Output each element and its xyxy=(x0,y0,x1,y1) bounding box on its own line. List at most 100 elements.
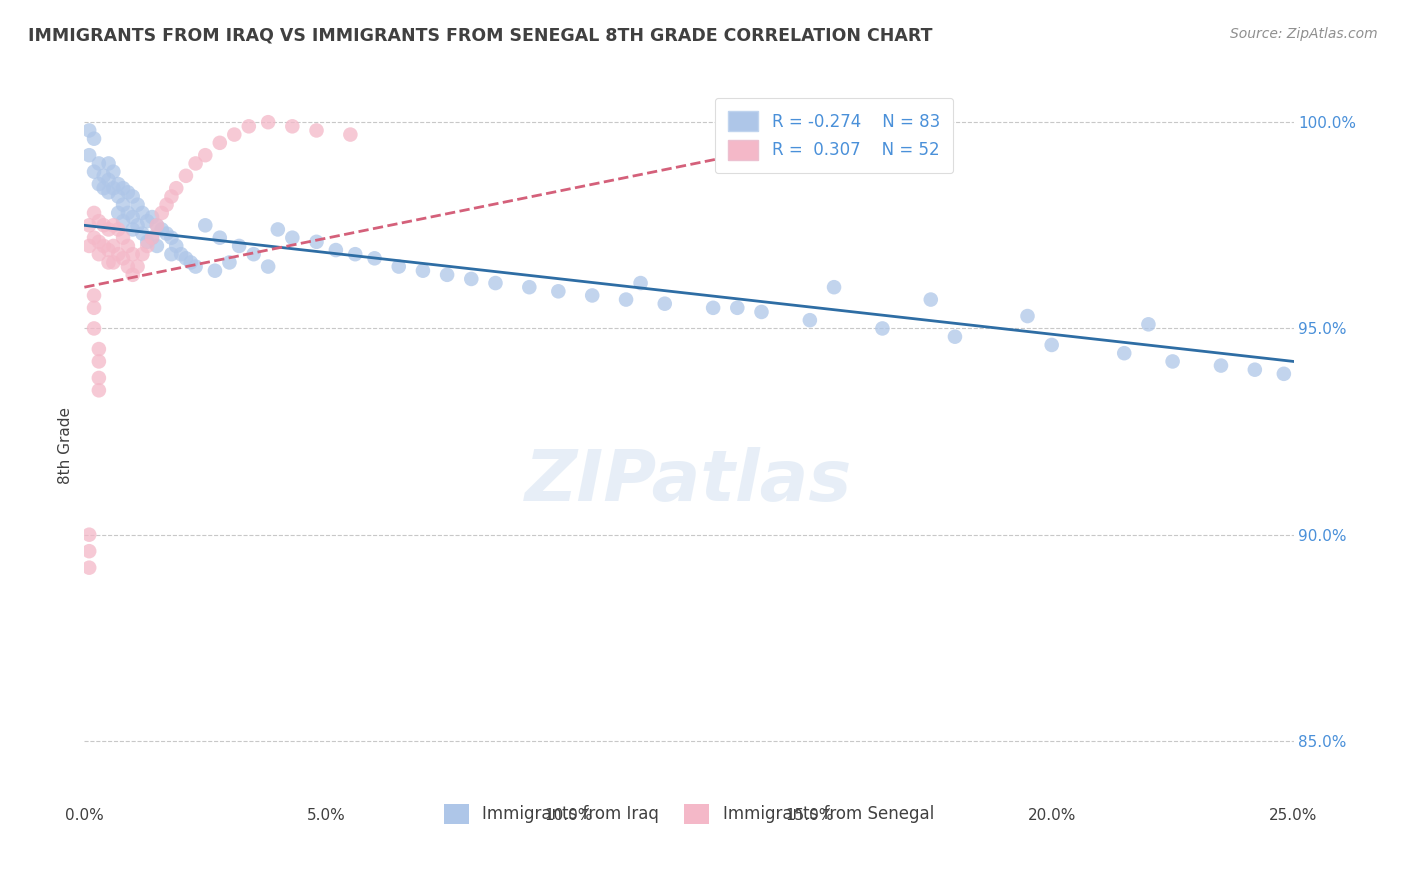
Point xyxy=(107,206,129,220)
Point xyxy=(131,206,153,220)
Point xyxy=(281,120,304,134)
Point xyxy=(155,197,177,211)
Point xyxy=(136,235,159,249)
Point xyxy=(146,219,169,233)
Point xyxy=(121,247,143,261)
Point xyxy=(224,128,246,142)
Point xyxy=(1040,338,1063,352)
Point xyxy=(267,222,290,236)
Point xyxy=(103,219,125,233)
Legend: Immigrants from Iraq, Immigrants from Senegal: Immigrants from Iraq, Immigrants from Se… xyxy=(430,790,948,838)
Point xyxy=(97,186,120,200)
Point xyxy=(131,227,153,241)
Point xyxy=(77,239,100,253)
Point xyxy=(799,313,821,327)
Point xyxy=(184,260,207,274)
Point xyxy=(751,305,773,319)
Point xyxy=(117,239,139,253)
Point xyxy=(77,560,100,574)
Point xyxy=(702,301,724,315)
Point xyxy=(165,239,187,253)
Point xyxy=(83,321,105,335)
Point xyxy=(194,219,217,233)
Point xyxy=(305,123,328,137)
Point xyxy=(257,260,280,274)
Point xyxy=(87,384,110,398)
Point xyxy=(1137,318,1160,332)
Point xyxy=(1017,309,1039,323)
Point xyxy=(97,222,120,236)
Point xyxy=(141,230,163,244)
Point xyxy=(103,181,125,195)
Point xyxy=(141,210,163,224)
Point xyxy=(436,268,458,282)
Point xyxy=(107,177,129,191)
Point xyxy=(107,189,129,203)
Point xyxy=(1209,359,1232,373)
Point xyxy=(112,214,135,228)
Point xyxy=(160,189,183,203)
Point xyxy=(823,280,845,294)
Text: IMMIGRANTS FROM IRAQ VS IMMIGRANTS FROM SENEGAL 8TH GRADE CORRELATION CHART: IMMIGRANTS FROM IRAQ VS IMMIGRANTS FROM … xyxy=(28,27,932,45)
Point xyxy=(77,148,100,162)
Point xyxy=(180,255,202,269)
Point xyxy=(83,164,105,178)
Point xyxy=(77,527,100,541)
Point xyxy=(174,252,197,266)
Point xyxy=(112,230,135,244)
Point xyxy=(412,263,434,277)
Point xyxy=(93,169,115,183)
Point xyxy=(155,227,177,241)
Point xyxy=(136,239,159,253)
Point xyxy=(93,181,115,195)
Point xyxy=(97,243,120,257)
Point xyxy=(630,276,652,290)
Point xyxy=(93,239,115,253)
Point xyxy=(1114,346,1136,360)
Point xyxy=(121,222,143,236)
Point xyxy=(725,301,748,315)
Text: Source: ZipAtlas.com: Source: ZipAtlas.com xyxy=(1230,27,1378,41)
Point xyxy=(117,186,139,200)
Point xyxy=(97,156,120,170)
Point xyxy=(77,123,100,137)
Point xyxy=(127,260,149,274)
Point xyxy=(1243,362,1265,376)
Point xyxy=(127,219,149,233)
Point xyxy=(107,247,129,261)
Point xyxy=(117,260,139,274)
Point xyxy=(121,268,143,282)
Point xyxy=(87,177,110,191)
Point xyxy=(281,230,304,244)
Point xyxy=(517,280,540,294)
Point xyxy=(344,247,367,261)
Point xyxy=(238,120,260,134)
Text: ZIPatlas: ZIPatlas xyxy=(526,447,852,516)
Point xyxy=(83,230,105,244)
Point xyxy=(87,354,110,368)
Point xyxy=(228,239,250,253)
Point xyxy=(305,235,328,249)
Point xyxy=(484,276,506,290)
Point xyxy=(97,255,120,269)
Point xyxy=(103,255,125,269)
Point xyxy=(87,156,110,170)
Point xyxy=(363,252,385,266)
Point xyxy=(614,293,637,307)
Point xyxy=(127,197,149,211)
Point xyxy=(208,230,231,244)
Point xyxy=(204,263,226,277)
Point xyxy=(87,247,110,261)
Point xyxy=(83,131,105,145)
Point xyxy=(83,301,105,315)
Point xyxy=(77,219,100,233)
Point xyxy=(107,222,129,236)
Point xyxy=(77,544,100,558)
Point xyxy=(184,156,207,170)
Point xyxy=(460,272,482,286)
Point xyxy=(146,239,169,253)
Point xyxy=(325,243,347,257)
Point xyxy=(1161,354,1184,368)
Point xyxy=(112,181,135,195)
Point xyxy=(872,321,894,335)
